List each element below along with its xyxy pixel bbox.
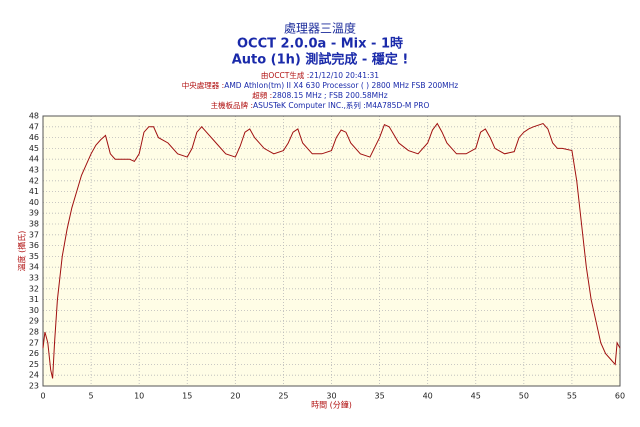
info-value: ASUSTeK Computer INC.,系列 :M4A785D-M PRO — [253, 100, 430, 110]
x-axis-label: 時間 (分鐘) — [311, 400, 352, 410]
y-tick-label: 37 — [29, 230, 39, 239]
info-label: 超頻 : — [252, 90, 272, 100]
x-tick-label: 45 — [471, 392, 481, 401]
y-tick-label: 23 — [29, 382, 39, 391]
y-tick-label: 39 — [29, 209, 39, 218]
y-tick-label: 47 — [29, 122, 39, 131]
y-tick-label: 30 — [29, 306, 39, 315]
x-tick-label: 35 — [374, 392, 384, 401]
y-tick-label: 45 — [29, 144, 39, 153]
x-tick-label: 10 — [134, 392, 144, 401]
y-tick-label: 36 — [29, 241, 39, 250]
x-tick-label: 15 — [182, 392, 192, 401]
y-tick-label: 24 — [29, 371, 39, 380]
y-tick-label: 44 — [29, 155, 39, 164]
y-tick-label: 34 — [29, 263, 39, 272]
x-tick-label: 20 — [230, 392, 240, 401]
info-line: 超頻 :2808.15 MHz ; FSB 200.58MHz — [252, 90, 387, 100]
subtitle: Auto (1h) 測試完成 - 穩定 ! — [232, 52, 409, 68]
x-tick-label: 55 — [567, 392, 577, 401]
y-tick-label: 31 — [29, 295, 39, 304]
y-tick-label: 26 — [29, 349, 39, 358]
y-tick-label: 46 — [29, 133, 39, 142]
y-tick-label: 25 — [29, 360, 39, 369]
y-tick-label: 42 — [29, 176, 39, 185]
info-line: 由OCCT生成 :21/12/10 20:41:31 — [261, 70, 379, 80]
info-label: 中央處理器 : — [182, 80, 224, 90]
x-tick-label: 50 — [519, 392, 529, 401]
y-tick-label: 35 — [29, 252, 39, 261]
info-value: AMD Athlon(tm) II X4 630 Processor ( ) 2… — [224, 81, 458, 90]
y-tick-label: 32 — [29, 284, 39, 293]
x-tick-label: 40 — [423, 392, 433, 401]
y-tick-label: 40 — [29, 198, 39, 207]
x-tick-label: 60 — [615, 392, 625, 401]
y-tick-label: 28 — [29, 328, 39, 337]
plot-border — [42, 115, 621, 387]
x-tick-label: 30 — [326, 392, 336, 401]
y-tick-label: 29 — [29, 317, 39, 326]
y-tick-label: 48 — [29, 112, 39, 121]
y-tick-label: 41 — [29, 187, 39, 196]
info-label: 主機板品牌 : — [211, 100, 253, 110]
y-axis-label: 溫度 (攝氏) — [17, 231, 27, 272]
x-tick-label: 5 — [89, 392, 94, 401]
info-line: 主機板品牌 :ASUSTeK Computer INC.,系列 :M4A785D… — [211, 100, 430, 110]
y-tick-label: 38 — [29, 220, 39, 229]
info-line: 中央處理器 :AMD Athlon(tm) II X4 630 Processo… — [182, 80, 459, 90]
data-line — [42, 122, 621, 379]
y-tick-label: 27 — [29, 338, 39, 347]
x-tick-label: 0 — [40, 392, 45, 401]
info-label: 由OCCT生成 : — [261, 70, 309, 80]
x-tick-label: 25 — [278, 392, 288, 401]
y-tick-label: 33 — [29, 274, 39, 283]
info-value: 21/12/10 20:41:31 — [309, 71, 379, 80]
info-value: 2808.15 MHz ; FSB 200.58MHz — [272, 91, 388, 100]
y-tick-label: 43 — [29, 166, 39, 175]
chart-title: 處理器三溫度 — [284, 21, 356, 36]
subtitle: OCCT 2.0.0a - Mix - 1時 — [237, 36, 403, 52]
